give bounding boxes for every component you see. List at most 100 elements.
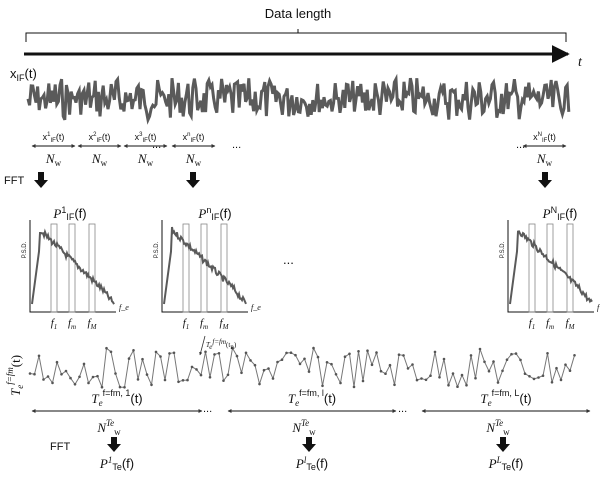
te-psd-label: PLTe(f) <box>488 455 524 472</box>
te-sample-point <box>28 372 32 375</box>
time-axis-label: t <box>578 55 583 70</box>
te-sample-point <box>73 383 77 386</box>
te-fft-label: FFT <box>50 441 70 453</box>
te-sample-point <box>204 350 207 354</box>
te-sample-point <box>550 381 554 384</box>
fft-label: FFT <box>4 175 24 187</box>
fft-down-arrow <box>107 437 121 452</box>
te-sample-point <box>406 367 410 370</box>
te-sample-point <box>568 369 572 373</box>
te-sample-point <box>393 383 396 387</box>
te-sample-point <box>402 354 405 357</box>
te-signal-line <box>29 346 575 389</box>
te-sample-point <box>249 359 252 362</box>
te-marker-label: Tef=fm(tn) <box>206 338 237 351</box>
te-sample-point <box>276 360 279 364</box>
frequency-label: f1 <box>183 317 190 331</box>
psd-curve <box>509 230 593 305</box>
segment-label: x3IF(t) <box>135 132 157 144</box>
te-psd-label: P1Te(f) <box>99 455 134 472</box>
te-sample-point <box>51 381 54 385</box>
te-psd-label: PlTe(f) <box>295 455 328 472</box>
te-sample-point <box>253 363 257 367</box>
fft-down-arrow <box>186 172 200 188</box>
psd-ylabel: P.S.D. <box>22 241 28 258</box>
te-sample-point <box>235 354 239 358</box>
te-sample-point <box>325 361 329 364</box>
frequency-band <box>546 223 554 313</box>
te-sample-point <box>514 352 518 355</box>
te-signal-series <box>28 346 576 389</box>
te-segment-label: Tef=fm, 1(t) <box>91 388 142 408</box>
te-segment-label: Tef=fm, l(t) <box>288 388 336 408</box>
frequency-band <box>182 223 190 313</box>
te-sample-point <box>55 360 59 364</box>
te-sample-point <box>150 383 153 387</box>
te-sample-point <box>537 376 540 379</box>
segment-ellipsis: ... <box>152 139 161 151</box>
te-sample-point <box>478 347 482 351</box>
te-sample-point <box>190 365 194 369</box>
te-sample-point <box>159 355 162 358</box>
signal-waveform <box>26 73 571 125</box>
te-sample-point <box>78 375 81 379</box>
window-nw-label: Nw <box>45 151 62 168</box>
te-sample-point <box>343 355 347 359</box>
frequency-band <box>88 223 96 313</box>
te-sample-point <box>271 377 275 380</box>
te-sample-point <box>303 357 306 361</box>
segment-label: x1IF(t) <box>43 132 65 144</box>
frequency-band <box>68 223 76 313</box>
window-nw-label: Nw <box>91 151 108 168</box>
te-sample-point <box>415 378 419 382</box>
te-sample-point <box>258 382 261 386</box>
te-segment-label: Tef=fm, L(t) <box>480 388 531 408</box>
te-sample-point <box>474 376 477 380</box>
fft-down-arrow <box>538 172 552 188</box>
te-sample-point <box>361 379 365 383</box>
te-sample-point <box>69 376 72 380</box>
te-sample-point <box>334 373 338 376</box>
te-sample-point <box>330 362 333 366</box>
te-sample-point <box>573 354 576 357</box>
te-sample-point <box>523 372 527 376</box>
te-sample-point <box>37 354 41 358</box>
segment-ellipsis: ... <box>232 139 241 151</box>
te-segment-ellipsis: ... <box>398 403 407 415</box>
te-sample-point <box>109 350 113 354</box>
te-sample-point <box>307 370 311 373</box>
te-sample-point <box>132 349 135 352</box>
te-sample-point <box>321 384 324 388</box>
te-sample-point <box>492 360 495 363</box>
frequency-label: fM <box>88 317 98 331</box>
te-sample-point <box>186 378 189 382</box>
te-segments-row: Tef=fm, 1(t) NTew P1Te(f) Tef=fm, l(t) NTew P… <box>31 388 591 472</box>
te-sample-point <box>519 358 522 362</box>
frequency-band <box>220 223 228 313</box>
te-sample-point <box>195 368 198 371</box>
te-sample-point <box>105 346 108 350</box>
te-sample-point <box>465 383 468 387</box>
te-sample-point <box>294 353 297 357</box>
psd-curve <box>31 228 115 305</box>
psd-title: PNIF(f) <box>542 205 578 222</box>
te-axis-label: Tef=fm(t) <box>5 355 25 396</box>
te-sample-point <box>442 357 446 361</box>
te-sample-point <box>262 368 266 372</box>
segment-label: xNIF(t) <box>533 132 556 144</box>
psd-title: PnIF(f) <box>197 205 231 222</box>
te-sample-point <box>114 372 117 375</box>
te-sample-point <box>447 383 450 387</box>
te-sample-point <box>433 350 437 354</box>
psd-ylabel: P.S.D. <box>500 241 506 258</box>
te-sample-point <box>199 373 203 377</box>
frequency-band <box>566 223 574 313</box>
te-sample-point <box>244 351 248 355</box>
te-sample-point <box>379 369 383 373</box>
te-sample-point <box>312 346 315 350</box>
psd-xlabel: f_e <box>251 303 261 312</box>
te-sample-point <box>555 366 558 370</box>
te-sample-point <box>231 346 234 350</box>
te-sample-point <box>429 374 432 378</box>
